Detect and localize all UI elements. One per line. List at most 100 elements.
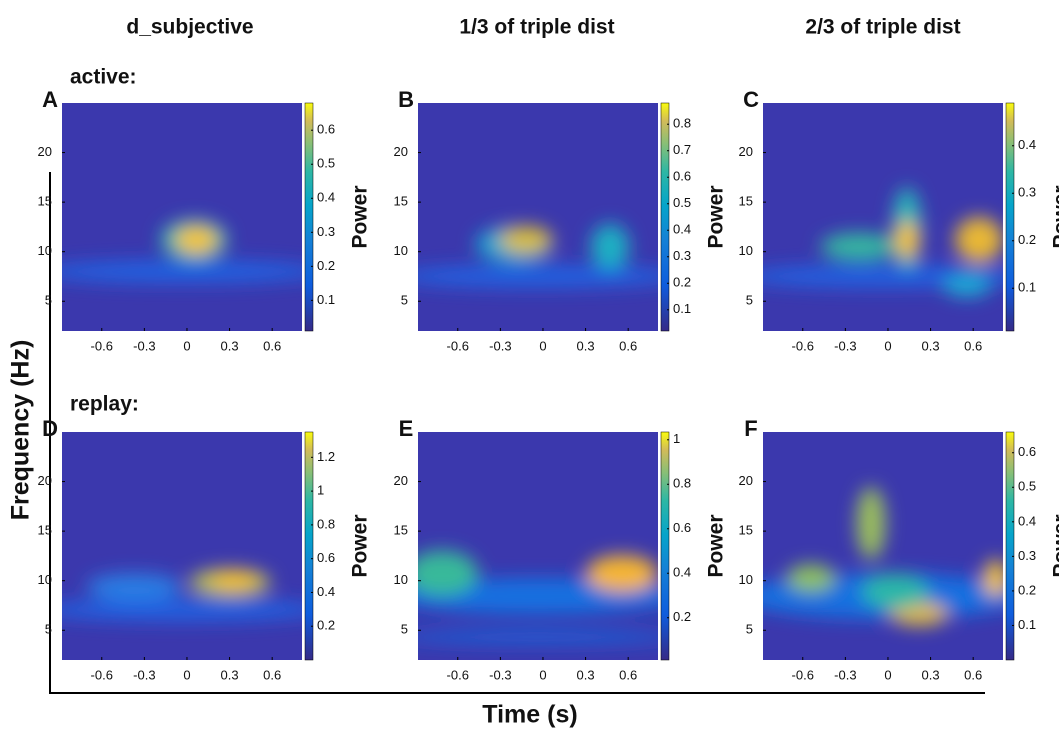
colorbar-label: Power <box>349 185 372 248</box>
x-tick-label: 0 <box>183 667 190 682</box>
x-tick-label: -0.6 <box>91 338 113 353</box>
colorbar-tick-label: 0.6 <box>317 550 335 565</box>
x-tick-label: 0.6 <box>964 338 982 353</box>
colorbar-tick-label: 0.4 <box>673 565 691 580</box>
heatmap <box>62 432 302 660</box>
heatmap-blobs <box>62 568 302 622</box>
colorbar-tick-label: 0.1 <box>317 292 335 307</box>
panel: B -0.6 -0.3 0 0.3 0.6 5 10 15 20 0.1 0.2 0.3 0.4 0.5 0.… <box>394 87 728 354</box>
y-tick-label: 10 <box>739 243 753 258</box>
x-tick-label: 0.6 <box>619 667 637 682</box>
heatmap <box>763 103 1003 331</box>
figure-axis <box>49 172 985 694</box>
x-tick-label: 0.3 <box>221 667 239 682</box>
y-tick-label: 20 <box>394 473 408 488</box>
panel-letter: A <box>42 87 58 112</box>
heat-blob <box>856 486 886 560</box>
colorbar-tick-label: 0.1 <box>1018 280 1036 295</box>
colorbar <box>660 431 670 661</box>
colorbar-tick-label: 0.5 <box>317 156 335 171</box>
colorbar-label: Power <box>705 185 728 248</box>
heat-blob <box>955 217 1003 263</box>
y-tick-label: 15 <box>38 523 52 538</box>
colorbar-tick-label: 0.6 <box>673 169 691 184</box>
colorbar-tick-label: 0.3 <box>1018 548 1036 563</box>
y-axis-label: Frequency (Hz) <box>7 340 35 521</box>
row-label: replay: <box>70 393 139 416</box>
colorbar <box>1005 102 1015 332</box>
x-tick-label: -0.6 <box>792 667 814 682</box>
y-tick-label: 5 <box>746 293 753 308</box>
x-tick-label: 0.3 <box>221 338 239 353</box>
x-tick-label: 0.6 <box>263 667 281 682</box>
panel: D -0.6 -0.3 0 0.3 0.6 5 10 15 20 0.2 0.4 0.6 0.8 1 1.2 P… <box>38 416 372 683</box>
heat-blob <box>174 226 218 254</box>
panel: F -0.6 -0.3 0 0.3 0.6 5 10 15 20 0.1 0.2 0.3 0.4 0.5 0.… <box>739 416 1059 683</box>
y-tick-label: 10 <box>394 243 408 258</box>
y-tick-label: 15 <box>394 194 408 209</box>
heat-blob <box>590 223 630 270</box>
panel-letter: D <box>42 416 58 441</box>
y-tick-label: 10 <box>38 572 52 587</box>
colorbar-tick-label: 0.2 <box>1018 232 1036 247</box>
y-tick-label: 5 <box>401 622 408 637</box>
colorbar-label: Power <box>705 514 728 577</box>
heatmap-blobs <box>763 187 1003 297</box>
panel: E -0.6 -0.3 0 0.3 0.6 5 10 15 20 0.2 0.4 0.6 0.8 1 Powe… <box>394 416 728 683</box>
x-tick-label: -0.3 <box>133 338 155 353</box>
colorbar-tick-label: 0.4 <box>317 190 335 205</box>
x-tick-label: 0.6 <box>619 338 637 353</box>
x-tick-label: -0.3 <box>133 667 155 682</box>
heatmap-base <box>62 103 302 331</box>
colorbar-label: Power <box>349 514 372 577</box>
colorbar-tick-label: 0.4 <box>1018 513 1036 528</box>
colorbar-tick-label: 0.6 <box>317 122 335 137</box>
column-title: 2/3 of triple dist <box>805 16 960 39</box>
y-tick-label: 15 <box>739 523 753 538</box>
colorbar-tick-label: 0.8 <box>673 116 691 131</box>
colorbar-tick-label: 0.6 <box>673 520 691 535</box>
y-tick-label: 5 <box>45 622 52 637</box>
colorbar <box>304 102 314 332</box>
y-tick-label: 5 <box>746 622 753 637</box>
heatmap-base <box>763 432 1003 660</box>
colorbar-label: Power <box>1050 185 1059 248</box>
colorbar-tick-label: 0.8 <box>317 516 335 531</box>
y-tick-label: 5 <box>45 293 52 308</box>
panel-letter: F <box>744 416 757 441</box>
y-tick-label: 10 <box>394 572 408 587</box>
y-tick-label: 20 <box>394 144 408 159</box>
heat-blob <box>943 274 991 297</box>
heatmap <box>763 432 1003 660</box>
x-tick-label: 0.3 <box>577 338 595 353</box>
heatmap <box>418 432 658 660</box>
x-tick-label: 0 <box>884 338 891 353</box>
panel: A -0.6 -0.3 0 0.3 0.6 5 10 15 20 0.1 0.2 0.3 0.4 0.5 0.… <box>38 87 372 354</box>
x-tick-label: -0.6 <box>447 667 469 682</box>
heatmap-blobs <box>62 219 302 284</box>
colorbar-tick-label: 0.5 <box>673 195 691 210</box>
heat-blob <box>86 573 182 601</box>
colorbar-tick-label: 0.2 <box>317 618 335 633</box>
heat-blob <box>763 264 1003 288</box>
y-tick-label: 10 <box>739 572 753 587</box>
x-tick-label: -0.3 <box>489 667 511 682</box>
y-tick-label: 15 <box>739 194 753 209</box>
x-axis-label: Time (s) <box>482 701 577 729</box>
heat-blob <box>983 559 1003 597</box>
x-tick-label: 0.3 <box>577 667 595 682</box>
colorbar-tick-label: 0.6 <box>1018 444 1036 459</box>
x-tick-label: -0.3 <box>834 667 856 682</box>
heatmap-blobs <box>418 550 658 645</box>
column-title: 1/3 of triple dist <box>459 16 614 39</box>
heat-blob <box>62 598 302 622</box>
heat-blob <box>895 221 919 259</box>
x-tick-label: -0.6 <box>792 338 814 353</box>
colorbar-tick-label: 0.2 <box>673 275 691 290</box>
panel-letter: C <box>743 87 759 112</box>
colorbar-tick-label: 0.3 <box>673 248 691 263</box>
row-label: active: <box>70 66 137 89</box>
colorbar-tick-label: 0.2 <box>673 609 691 624</box>
colorbar-tick-label: 0.1 <box>1018 617 1036 632</box>
